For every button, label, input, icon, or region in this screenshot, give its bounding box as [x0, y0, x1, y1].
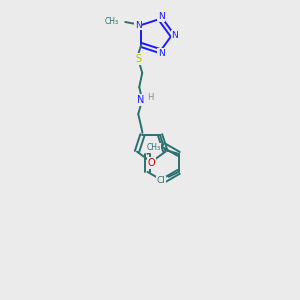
Text: N: N [172, 31, 178, 40]
Text: O: O [147, 158, 155, 168]
Text: CH₃: CH₃ [105, 16, 119, 26]
Text: H: H [147, 94, 153, 103]
Text: CH₃: CH₃ [146, 143, 161, 152]
Text: N: N [135, 20, 142, 29]
Text: N: N [158, 12, 165, 21]
Text: Cl: Cl [157, 176, 166, 185]
Text: S: S [135, 54, 141, 64]
Text: N: N [136, 95, 144, 105]
Text: N: N [158, 49, 165, 58]
